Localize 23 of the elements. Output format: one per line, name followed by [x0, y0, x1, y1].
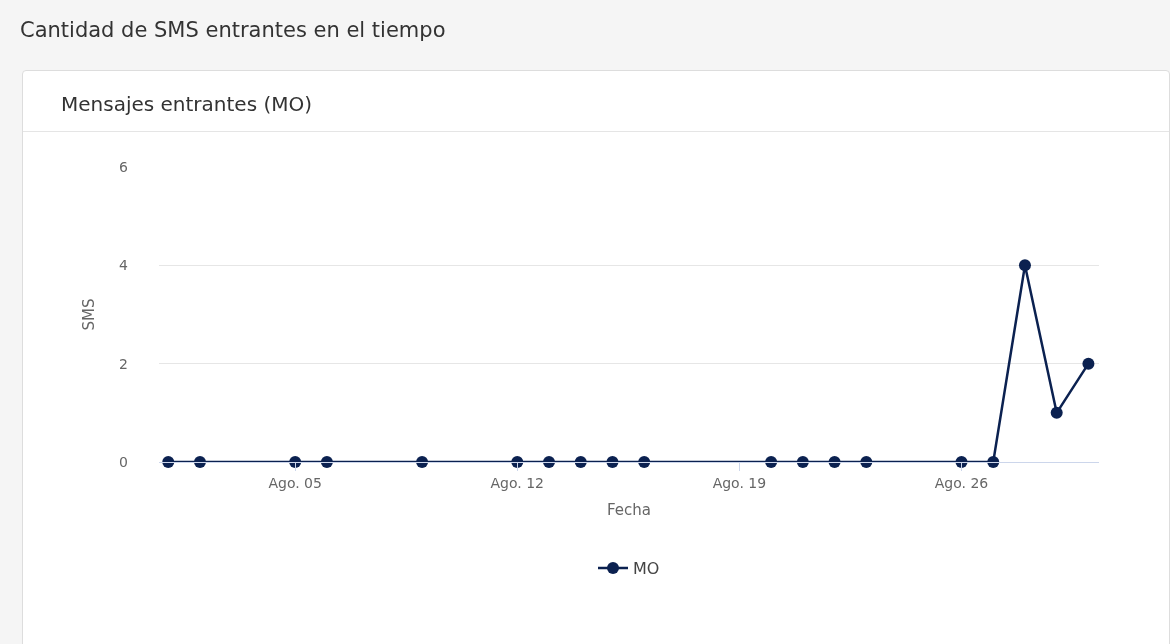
point	[1082, 357, 1095, 370]
chart-subtitle: Mensajes entrantes (MO)	[23, 71, 1169, 132]
legend-label: MO	[633, 559, 660, 579]
point	[1018, 259, 1031, 272]
point	[320, 456, 333, 468]
chart-title: Cantidad de SMS entrantes en el tiempo	[20, 18, 446, 42]
x-tick-label: Ago. 12	[490, 474, 545, 491]
x-tick-label: Ago. 05	[268, 474, 322, 491]
y-axis-title: SMS	[80, 298, 99, 331]
point	[416, 456, 429, 468]
point	[765, 456, 778, 468]
y-tick-label: 2	[119, 355, 128, 372]
point	[638, 456, 651, 468]
y-tick-label: 4	[119, 257, 129, 274]
y-tick-label: 6	[119, 158, 129, 175]
x-tick-label: Ago. 19	[712, 474, 767, 491]
point	[987, 456, 1000, 468]
x-tick-label: Ago. 26	[934, 474, 989, 491]
point	[796, 456, 809, 468]
point	[1050, 406, 1063, 419]
point	[162, 456, 175, 468]
y-tick-label: 0	[119, 453, 128, 470]
x-axis-title: Fecha	[607, 500, 651, 519]
